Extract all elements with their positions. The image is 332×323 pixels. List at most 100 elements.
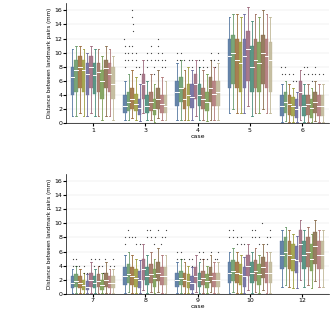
Bar (179, 271, 183, 286)
Bar (190, 276, 194, 290)
Bar (187, 85, 190, 106)
Bar (194, 74, 198, 99)
Bar (298, 230, 302, 262)
Bar (74, 60, 78, 91)
Bar (93, 63, 97, 94)
Bar (149, 91, 152, 111)
Bar (134, 94, 138, 111)
Bar (123, 267, 126, 286)
Bar (100, 70, 104, 99)
Bar (187, 274, 190, 288)
Bar (141, 74, 145, 99)
Bar (71, 67, 74, 95)
Bar (78, 276, 82, 288)
Bar (228, 38, 231, 88)
Bar (216, 273, 220, 287)
Bar (127, 91, 130, 111)
Bar (205, 274, 208, 288)
Bar (243, 267, 246, 287)
Bar (134, 269, 138, 287)
Bar (175, 273, 179, 287)
Bar (265, 262, 268, 283)
Bar (302, 241, 306, 269)
Bar (179, 78, 183, 102)
Bar (205, 91, 208, 111)
Bar (108, 63, 111, 91)
Bar (74, 274, 78, 287)
Bar (306, 95, 309, 115)
Y-axis label: Distance between landmark pairs (mm): Distance between landmark pairs (mm) (46, 179, 51, 289)
Bar (153, 269, 156, 287)
Bar (78, 56, 82, 88)
Bar (313, 232, 317, 264)
Y-axis label: Distance between landmark pairs (mm): Distance between landmark pairs (mm) (46, 8, 51, 119)
Bar (284, 91, 287, 113)
Bar (89, 273, 93, 287)
Bar (100, 280, 104, 290)
Bar (250, 262, 254, 283)
X-axis label: case: case (190, 134, 205, 139)
Bar (209, 78, 212, 102)
Bar (310, 245, 313, 271)
Bar (239, 42, 242, 91)
Bar (317, 95, 321, 116)
Bar (239, 264, 242, 286)
Bar (108, 276, 111, 288)
Bar (246, 32, 250, 81)
Bar (231, 35, 235, 85)
Bar (198, 85, 201, 106)
Bar (212, 273, 216, 287)
Bar (254, 38, 257, 88)
Bar (198, 273, 201, 287)
Bar (86, 281, 89, 290)
Bar (183, 88, 186, 109)
Bar (82, 280, 85, 290)
Bar (156, 262, 160, 281)
Bar (261, 257, 265, 278)
Bar (97, 63, 100, 91)
Bar (257, 42, 261, 91)
Bar (269, 262, 272, 283)
Bar (89, 56, 93, 88)
Bar (82, 60, 85, 91)
Bar (183, 273, 186, 287)
Bar (269, 42, 272, 91)
Bar (265, 38, 268, 88)
Bar (145, 95, 149, 113)
Bar (141, 259, 145, 280)
Bar (295, 99, 298, 118)
Bar (153, 99, 156, 115)
Bar (295, 246, 298, 273)
Bar (130, 267, 134, 286)
Bar (209, 267, 212, 283)
Bar (284, 237, 287, 267)
Bar (190, 85, 194, 108)
Bar (123, 95, 126, 113)
Bar (127, 264, 130, 283)
Bar (288, 241, 291, 269)
Bar (164, 267, 167, 286)
Bar (310, 99, 313, 118)
Bar (298, 81, 302, 106)
Bar (212, 81, 216, 106)
Bar (291, 245, 295, 271)
Bar (228, 262, 231, 283)
Bar (321, 95, 324, 116)
Bar (306, 237, 309, 267)
Bar (291, 97, 295, 116)
Bar (175, 81, 179, 106)
Bar (86, 63, 89, 95)
Bar (130, 88, 134, 109)
Bar (235, 262, 239, 283)
Bar (302, 95, 306, 116)
Bar (104, 273, 108, 287)
Bar (93, 276, 97, 288)
Bar (201, 271, 205, 286)
Bar (261, 35, 265, 85)
Bar (235, 38, 239, 88)
Bar (160, 267, 164, 286)
Bar (112, 276, 115, 288)
X-axis label: case: case (190, 305, 205, 309)
Bar (288, 95, 291, 115)
Bar (138, 271, 141, 288)
